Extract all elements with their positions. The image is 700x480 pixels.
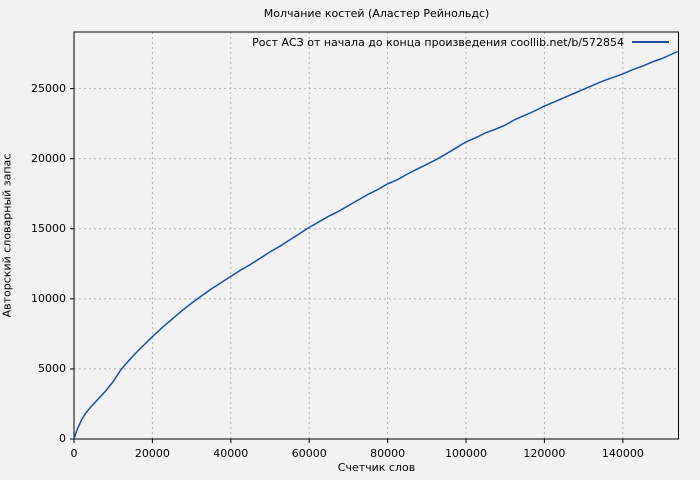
- legend-line-sample: [632, 41, 669, 43]
- tick-marks: [70, 88, 624, 443]
- series-line: [73, 50, 679, 440]
- y-axis-label: Авторский словарный запас: [0, 153, 14, 318]
- x-tick-label: 140000: [601, 447, 644, 460]
- y-tick-label: 25000: [31, 81, 66, 95]
- x-tick-label: 100000: [445, 447, 488, 460]
- y-tick-label: 15000: [31, 221, 66, 235]
- y-tick-label: 20000: [31, 151, 66, 165]
- legend-label: Рост АСЗ от начала до конца произведения…: [252, 35, 624, 49]
- x-tick-label: 80000: [370, 447, 406, 460]
- x-axis-label: Счетчик слов: [337, 461, 416, 474]
- x-tick-label: 20000: [134, 447, 170, 460]
- x-tick-label: 40000: [213, 447, 249, 460]
- plot-border: [73, 31, 679, 440]
- y-tick-label: 5000: [38, 361, 66, 375]
- x-tick-label: 0: [70, 447, 78, 460]
- chart-title: Молчание костей (Аластер Рейнольдс): [263, 7, 490, 20]
- legend: Рост АСЗ от начала до конца произведения…: [252, 35, 669, 49]
- y-tick-label: 10000: [31, 291, 66, 305]
- x-tick-label: 120000: [523, 447, 566, 460]
- gridlines: [74, 32, 679, 439]
- y-tick-label: 0: [59, 432, 66, 445]
- x-tick-label: 60000: [291, 447, 327, 460]
